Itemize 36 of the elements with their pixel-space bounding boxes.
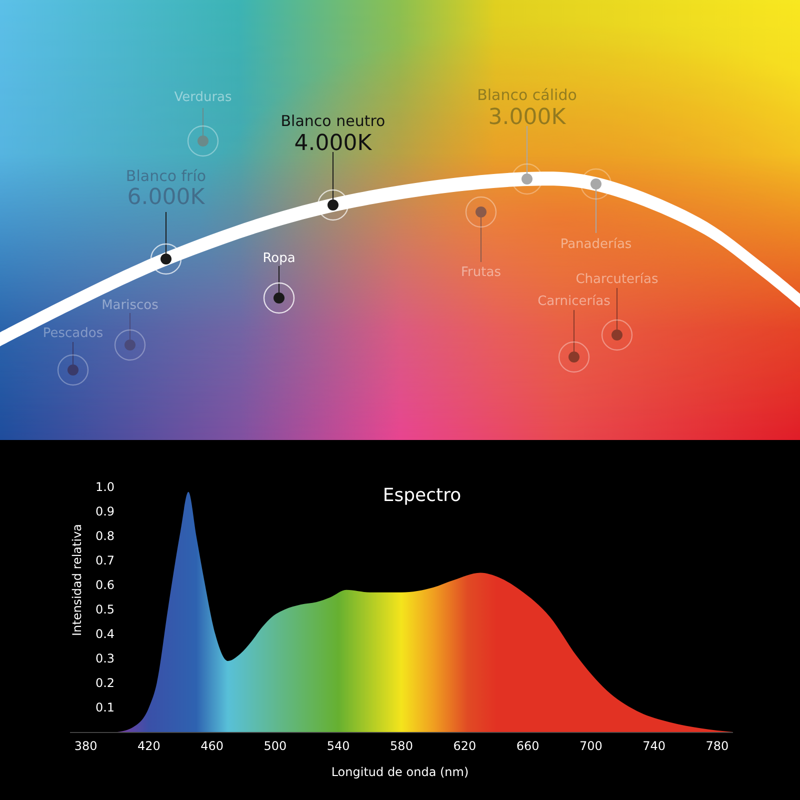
text: Pescados: [42, 326, 104, 341]
text: Ropa: [262, 251, 296, 266]
chart-title: Espectro: [382, 485, 462, 506]
text: 3.000K: [488, 105, 566, 130]
x-tick-label: 580: [390, 739, 413, 753]
y-axis-title: Intensidad relativa: [70, 524, 84, 636]
x-tick-label: 660: [516, 739, 540, 753]
text: Carnicerías: [538, 294, 611, 309]
y-tick-label: 0.3: [95, 652, 115, 666]
text: 4.000K: [294, 131, 372, 156]
x-tick-label: 540: [326, 739, 350, 753]
x-tick-label: 620: [453, 739, 476, 753]
text: Charcuterías: [576, 272, 658, 287]
y-tick-label: 0.2: [95, 676, 115, 690]
y-tick-label: 0.8: [95, 529, 115, 543]
x-tick-label: 500: [264, 739, 287, 753]
y-tick-label: 0.5: [95, 602, 115, 616]
y-tick-label: 0.9: [95, 504, 115, 518]
text: Blanco cálido: [477, 86, 577, 104]
text: Verduras: [174, 90, 232, 105]
text: Panaderías: [560, 237, 632, 252]
y-tick-label: 0.1: [95, 700, 115, 714]
x-tick-label: 380: [74, 739, 98, 753]
x-axis-title: Longitud de onda (nm): [331, 765, 469, 779]
y-tick-label: 1.0: [95, 480, 115, 494]
x-tick-label: 700: [579, 739, 602, 753]
x-tick-label: 740: [642, 739, 666, 753]
x-tick-label: 780: [706, 739, 729, 753]
y-tick-label: 0.7: [95, 554, 115, 568]
x-tick-label: 460: [200, 739, 224, 753]
y-tick-label: 0.6: [95, 578, 115, 592]
text: Mariscos: [102, 298, 159, 313]
text: Blanco neutro: [280, 112, 386, 130]
y-tick-label: 0.4: [95, 627, 115, 641]
text: Frutas: [461, 265, 502, 280]
x-tick-label: 420: [137, 739, 160, 753]
